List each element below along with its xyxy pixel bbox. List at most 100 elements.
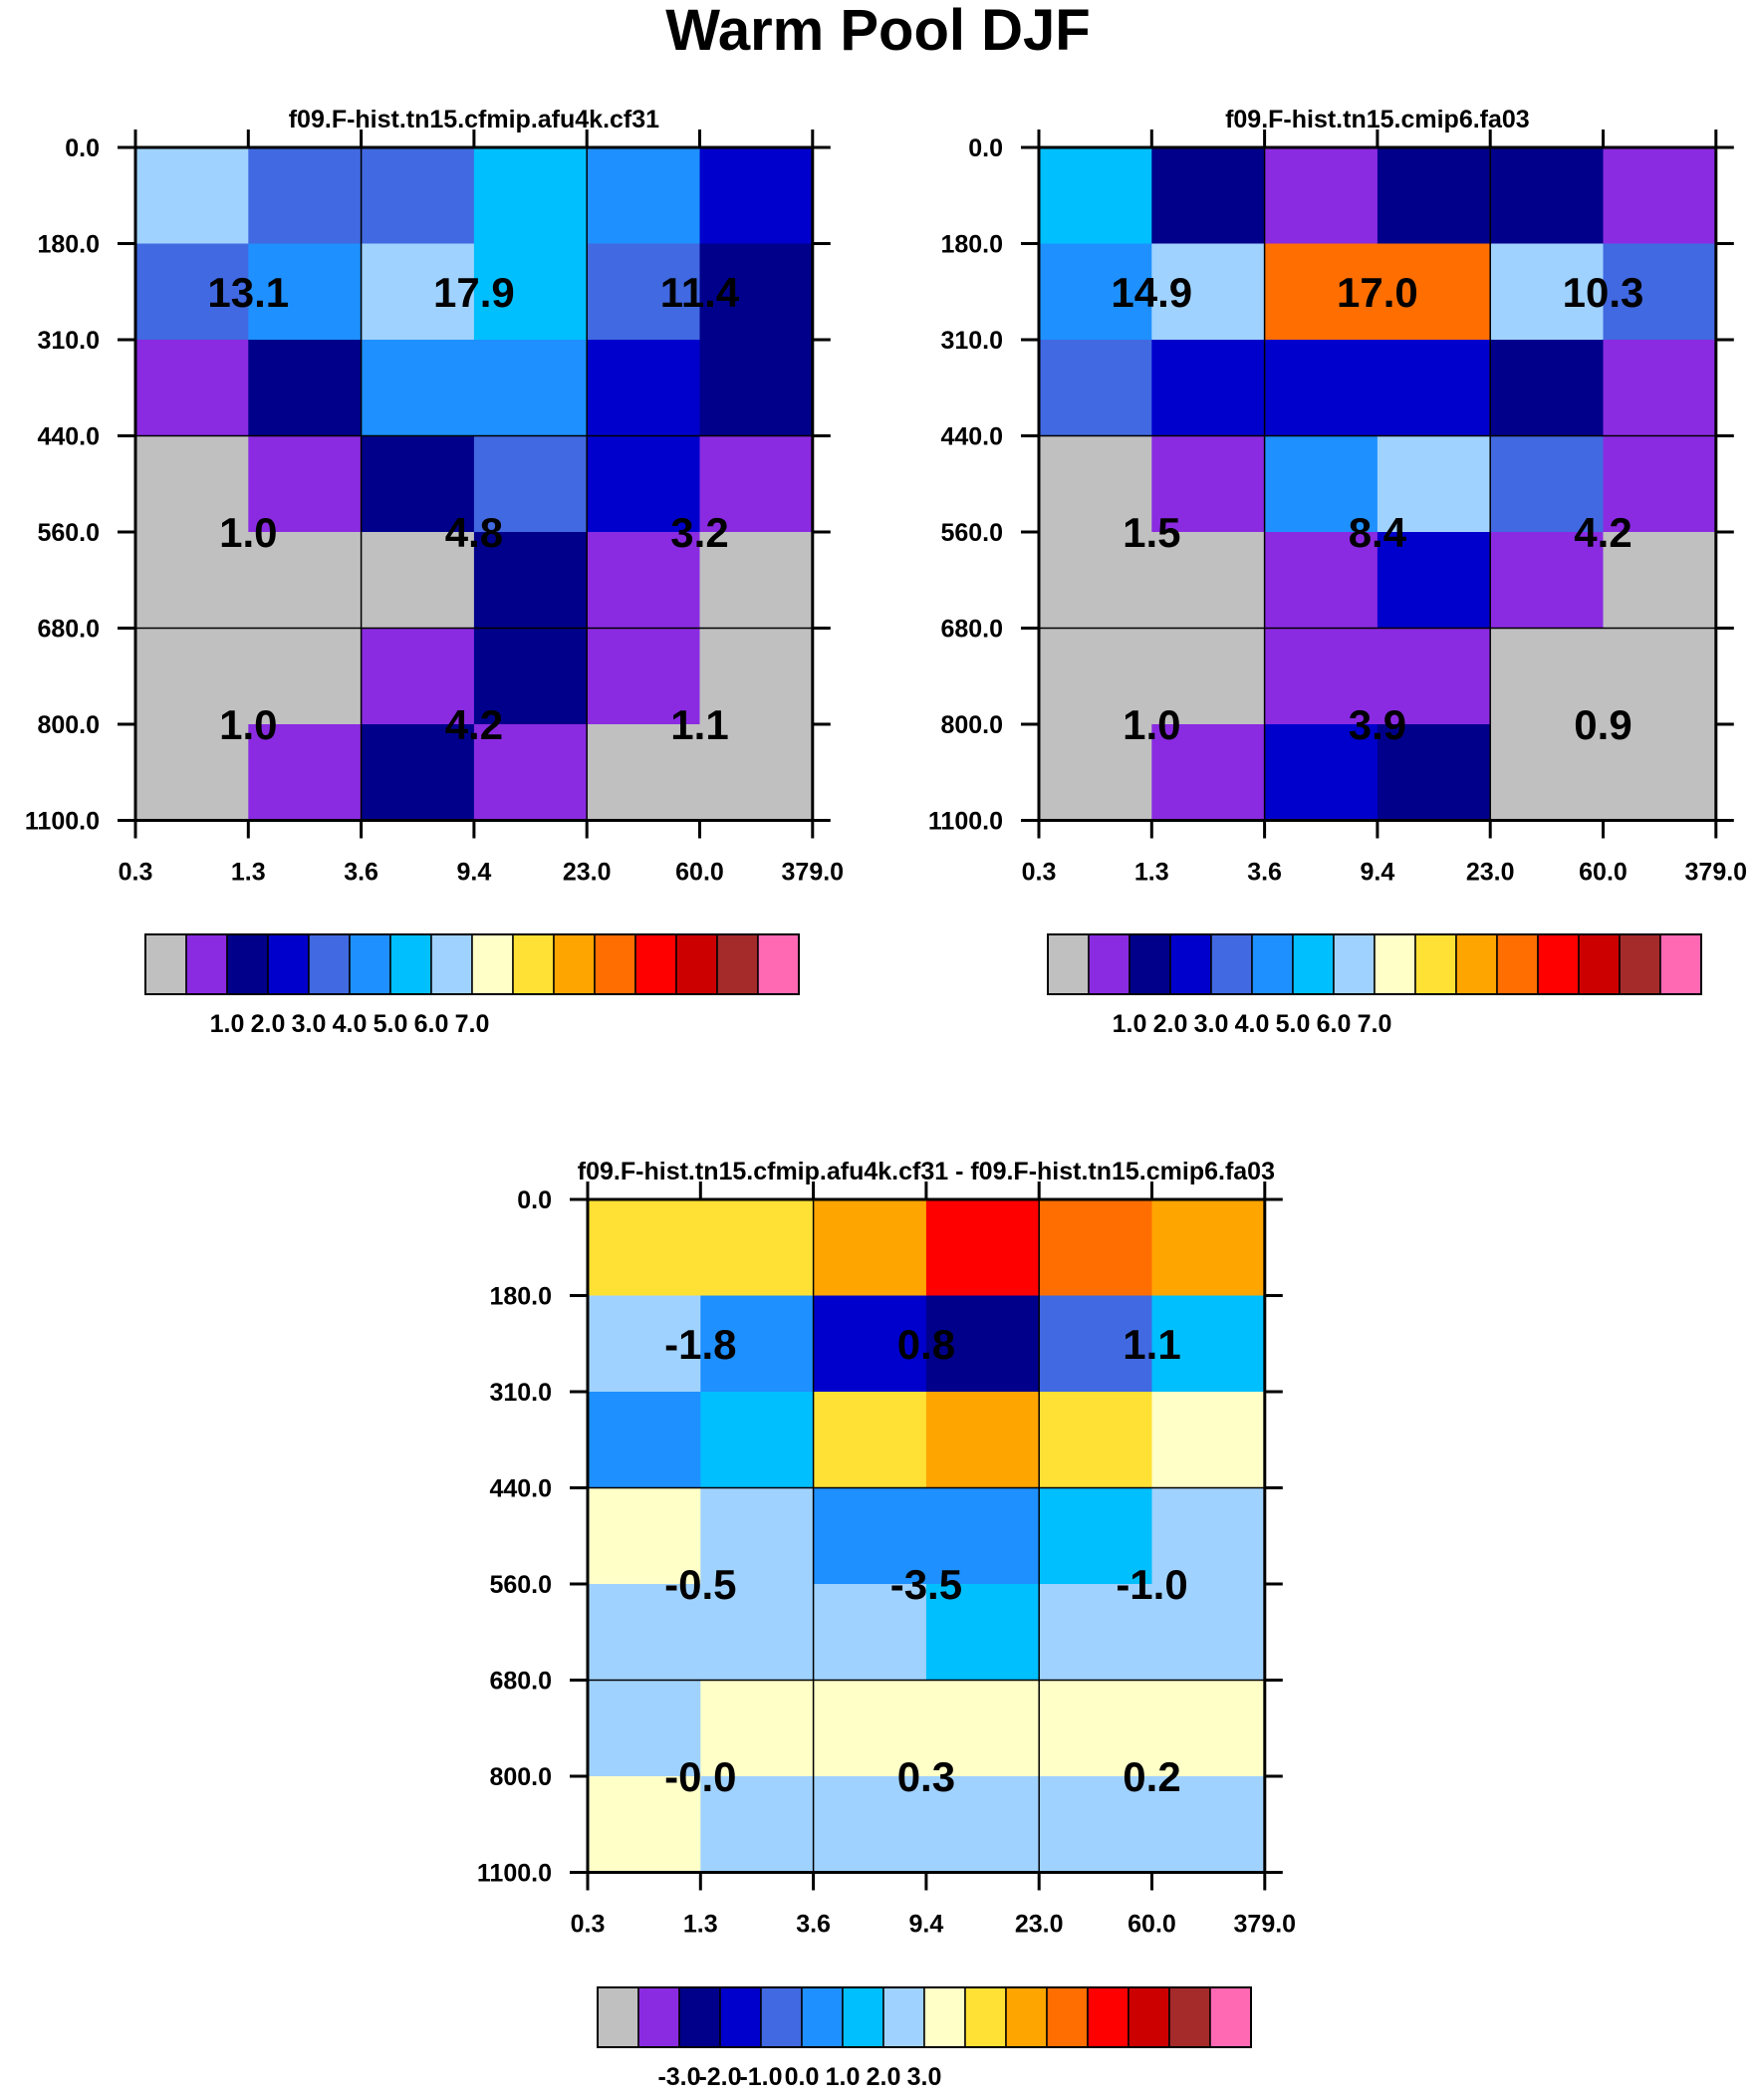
- colorbar-swatch: [389, 933, 432, 995]
- heatmap-cell: [361, 243, 475, 341]
- colorbar-swatch: [637, 1986, 680, 2048]
- box-value-label: 13.1: [207, 269, 289, 316]
- colorbar-swatch: [1128, 1986, 1170, 2048]
- box-value-label: -1.0: [1116, 1561, 1187, 1608]
- y-tick-label: 180.0: [37, 231, 100, 259]
- heatmap-cell: [361, 147, 475, 245]
- heatmap-cell: [588, 1295, 701, 1393]
- heatmap-cell: [813, 1295, 927, 1393]
- y-tick-label: 560.0: [37, 519, 100, 547]
- x-tick-label: 0.3: [571, 1911, 606, 1939]
- box-value-label: 1.0: [219, 701, 277, 748]
- x-tick-label: 1.3: [683, 1911, 718, 1939]
- box-value-label: 1.5: [1123, 509, 1180, 556]
- heatmap-cell: [1039, 1199, 1153, 1297]
- heatmap-cell: [588, 1584, 701, 1682]
- box-value-label: -0.0: [664, 1753, 736, 1800]
- plot-panel-2: f09.F-hist.tn15.cmip6.fa03 14.9 17.0 10.3 1.…: [928, 106, 1747, 1038]
- main-title: Warm Pool DJF: [665, 0, 1091, 63]
- box-value-label: -1.8: [664, 1321, 736, 1368]
- y-tick-label: 310.0: [489, 1379, 552, 1407]
- panel-title: f09.F-hist.tn15.cfmip.afu4k.cf31 - f09.F…: [578, 1158, 1275, 1185]
- heatmap-cell: [1264, 724, 1379, 822]
- y-tick-label: 180.0: [940, 231, 1003, 259]
- box-value-label: 0.3: [897, 1753, 955, 1800]
- heatmap-cell: [1151, 1392, 1266, 1489]
- colorbar-swatch: [675, 933, 718, 995]
- plot-panel-1: f09.F-hist.tn15.cfmip.afu4k.cf31 13.1 17.9…: [25, 106, 844, 1038]
- colorbar-swatch: [1129, 933, 1171, 995]
- heatmap-cell: [587, 532, 701, 630]
- y-tick-label: 800.0: [940, 711, 1003, 739]
- colorbar-swatch: [267, 933, 310, 995]
- heatmap-cell: [1264, 532, 1379, 630]
- heatmap-cell: [1603, 724, 1717, 822]
- heatmap-cell: [473, 243, 588, 341]
- colorbar-label: -2.0: [698, 2063, 741, 2091]
- box-value-label: -3.5: [890, 1561, 962, 1608]
- heatmap-cell: [1490, 147, 1605, 245]
- y-tick-label: 180.0: [489, 1283, 552, 1311]
- y-tick-label: 440.0: [37, 423, 100, 451]
- colorbar-label: 0.0: [785, 2063, 820, 2091]
- heatmap-cell: [813, 1199, 927, 1297]
- colorbar-swatch: [1088, 933, 1130, 995]
- heatmap-cell: [1039, 147, 1152, 245]
- heatmap-cell: [699, 435, 814, 533]
- heatmap-cell: [700, 1487, 815, 1585]
- colorbar-swatch: [1496, 933, 1539, 995]
- heatmap-cell: [361, 532, 475, 630]
- heatmap-cell: [588, 1392, 701, 1489]
- heatmap-cell: [473, 532, 588, 630]
- box-value-label: 1.0: [219, 509, 277, 556]
- heatmap-cell: [1377, 435, 1491, 533]
- heatmap-cell: [361, 340, 475, 437]
- heatmap-cell: [1151, 435, 1266, 533]
- y-tick-label: 560.0: [489, 1571, 552, 1599]
- x-tick-label: 23.0: [1466, 859, 1515, 887]
- heatmap-cell: [248, 532, 363, 630]
- heatmap-cell: [925, 1584, 1040, 1682]
- panel-title: f09.F-hist.tn15.cfmip.afu4k.cf31: [289, 106, 659, 133]
- y-tick-label: 310.0: [940, 327, 1003, 355]
- heatmap-cell: [1151, 1295, 1266, 1393]
- colorbar-swatch: [1168, 1986, 1211, 2048]
- colorbar-swatch: [226, 933, 269, 995]
- colorbar-label: 7.0: [455, 1010, 490, 1038]
- colorbar-swatch: [1209, 1986, 1252, 2048]
- heatmap-cell: [248, 147, 363, 245]
- colorbar-swatch: [1047, 933, 1090, 995]
- plot-panel-3: f09.F-hist.tn15.cfmip.afu4k.cf31 - f09.F…: [477, 1158, 1296, 2091]
- heatmap-cell: [1151, 628, 1266, 725]
- heatmap-cell: [1151, 243, 1266, 341]
- heatmap-cell: [699, 628, 814, 725]
- panel-title: f09.F-hist.tn15.cmip6.fa03: [1225, 106, 1530, 133]
- colorbar-swatch: [1210, 933, 1253, 995]
- heatmap-cell: [1377, 724, 1491, 822]
- colorbar-label: 7.0: [1358, 1010, 1392, 1038]
- heatmap-cell: [925, 1295, 1040, 1393]
- heatmap-cell: [813, 1487, 927, 1585]
- heatmap-cell: [699, 532, 814, 630]
- heatmap-cell: [699, 243, 814, 341]
- colorbar-swatch: [512, 933, 555, 995]
- colorbar-swatch: [553, 933, 596, 995]
- heatmap-cell: [248, 243, 363, 341]
- heatmap-cell: [587, 340, 701, 437]
- heatmap-cell: [473, 435, 588, 533]
- heatmap-cell: [361, 435, 475, 533]
- colorbar-swatch: [1005, 1986, 1048, 2048]
- box-value-label: 4.2: [445, 701, 503, 748]
- x-tick-label: 1.3: [1134, 859, 1169, 887]
- heatmap-cell: [135, 724, 249, 822]
- heatmap-cell: [925, 1680, 1040, 1777]
- y-tick-label: 800.0: [489, 1763, 552, 1791]
- heatmap-cell: [1603, 435, 1717, 533]
- colorbar-swatch: [430, 933, 473, 995]
- heatmap-cell: [1377, 340, 1491, 437]
- heatmap-cell: [587, 435, 701, 533]
- colorbar-label: 6.0: [1317, 1010, 1352, 1038]
- colorbar-swatch: [1087, 1986, 1129, 2048]
- colorbar-swatch: [719, 1986, 762, 2048]
